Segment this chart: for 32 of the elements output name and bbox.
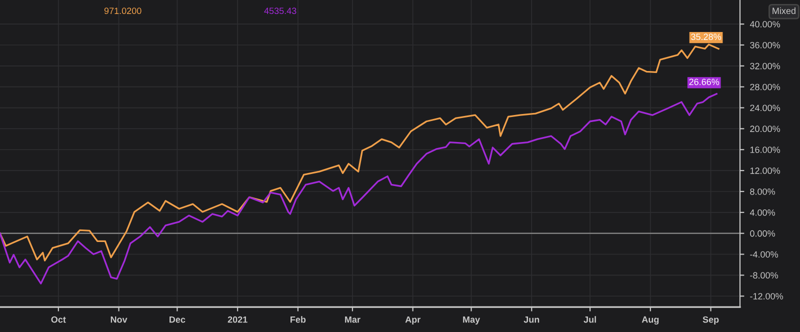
x-tick-label: Mar xyxy=(345,316,360,323)
y-tick-label: 40.00% xyxy=(750,21,780,28)
data-label: 35.28% xyxy=(691,34,722,40)
x-tick-label: May xyxy=(463,316,480,325)
annotation: 4535.43 xyxy=(264,8,296,14)
y-tick-label: 24.00% xyxy=(750,104,780,112)
x-tick-label: Feb xyxy=(290,316,306,323)
y-tick-label: 4.00% xyxy=(750,209,775,216)
y-tick-label: 0.00% xyxy=(750,230,775,237)
x-tick-label: Jul xyxy=(584,316,596,323)
line-series xyxy=(0,93,718,284)
text: Mixed xyxy=(772,7,796,14)
y-tick-label: 16.00% xyxy=(750,146,780,153)
y-tick-label: 8.00% xyxy=(750,188,775,195)
y-tick-label: 28.00% xyxy=(750,84,780,90)
x-tick-label: Apr xyxy=(405,316,420,325)
y-tick-label: -8.00% xyxy=(750,272,778,279)
y-tick-label: -12.00% xyxy=(750,293,784,300)
y-tick-label: 20.00% xyxy=(750,126,780,132)
x-tick-label: Dec xyxy=(170,316,186,323)
y-tick-label: -4.00% xyxy=(750,251,778,258)
y-tick-label: 12.00% xyxy=(750,168,780,174)
x-tick-label: Nov xyxy=(110,316,128,323)
x-tick-label: Jun xyxy=(524,316,540,323)
x-tick-label: Oct xyxy=(51,316,66,323)
y-tick-label: 36.00% xyxy=(750,42,780,48)
x-tick-label: Sep xyxy=(702,316,719,325)
y-tick-label: 32.00% xyxy=(750,62,780,70)
x-tick-label: Aug xyxy=(642,316,659,325)
annotation: 971.0200 xyxy=(104,8,142,14)
x-tick-label: 2021 xyxy=(228,316,248,323)
data-label: 26.66% xyxy=(689,78,720,86)
